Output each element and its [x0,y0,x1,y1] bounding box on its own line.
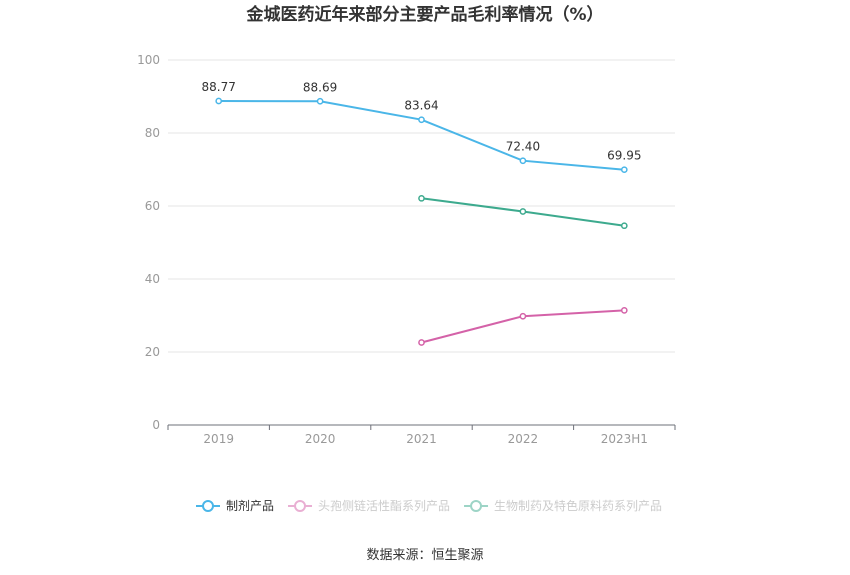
source-note: 数据来源：恒生聚源 [366,548,483,563]
data-point[interactable] [620,222,628,230]
data-label: 69.95 [607,149,641,163]
y-tick-label: 100 [137,53,160,67]
y-tick-label: 0 [152,418,160,432]
x-tick-label: 2023H1 [601,432,648,446]
legend-label: 生物制药及特色原料药系列产品 [494,498,662,513]
data-point[interactable] [620,307,628,314]
data-point[interactable] [418,116,425,124]
x-tick-label: 2021 [406,432,437,446]
legend-marker-icon [202,500,214,512]
data-point[interactable] [519,208,527,215]
data-labels: 88.77 88.69 83.64 72.40 69.95 [202,80,642,163]
data-label: 72.40 [506,140,540,154]
data-point[interactable] [418,194,425,202]
y-tick-label: 40 [145,272,160,286]
legend-label: 头孢侧链活性酯系列产品 [318,498,450,513]
legend-item-2[interactable]: 头孢侧链活性酯系列产品 [288,498,450,513]
legend-item-1[interactable]: 制剂产品 [196,498,274,513]
y-tick-label: 60 [145,199,160,213]
legend-marker-icon [294,500,307,512]
axes: 0 20 40 60 80 100 2019 2020 2021 2022 2023H1 [137,53,676,446]
legend: 制剂产品 头孢侧链活性酯系列产品 生物制药及特色原料药系列产品 [196,498,662,513]
data-point[interactable] [215,97,223,105]
data-point[interactable] [620,166,628,174]
data-label: 88.77 [202,80,236,94]
data-label: 83.64 [404,99,438,113]
chart-title: 金城医药近年来部分主要产品毛利率情况（%） [245,4,603,25]
legend-label: 制剂产品 [226,498,274,513]
y-tick-label: 80 [145,126,160,140]
x-tick-label: 2020 [305,432,336,446]
series [215,97,628,346]
data-point[interactable] [519,312,527,320]
legend-item-3[interactable]: 生物制药及特色原料药系列产品 [464,498,662,513]
data-point[interactable] [418,339,425,346]
x-tick-label: 2022 [508,432,539,446]
x-tick-label: 2019 [203,432,234,446]
grid [168,59,675,353]
data-point[interactable] [316,97,324,105]
y-tick-label: 20 [145,345,160,359]
data-point[interactable] [519,157,527,165]
legend-marker-icon [470,500,483,512]
data-label: 88.69 [303,80,337,94]
